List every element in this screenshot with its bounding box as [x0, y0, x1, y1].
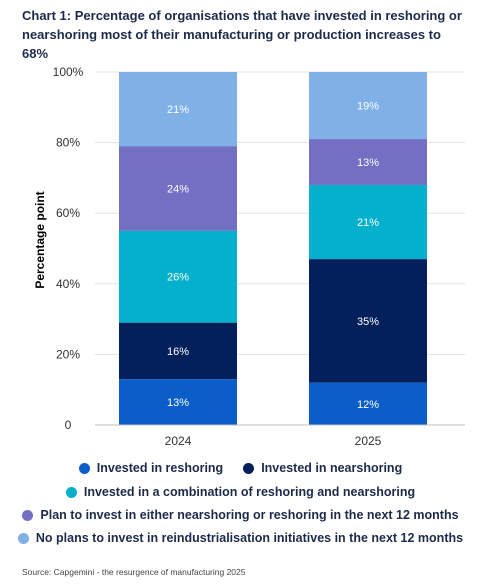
bar-segment	[119, 146, 237, 231]
bar-segment	[309, 382, 427, 425]
bar-segment	[309, 72, 427, 140]
legend-item-combination: Invested in a combination of reshoring a…	[65, 485, 416, 499]
y-axis-label: Percentage point	[33, 191, 47, 288]
x-tick-label: 2025	[355, 434, 382, 448]
stacked-bar-chart: 0 20% 40% 60% 80% 100% 13% 16% 26% 24% 21% 12% 35% 2…	[33, 65, 465, 448]
chart-title: Chart 1: Percentage of organisations tha…	[22, 8, 462, 61]
legend-label: Plan to invest in either nearshoring or …	[40, 508, 459, 522]
legend-item-plan-to-invest: Plan to invest in either nearshoring or …	[22, 508, 459, 522]
legend-swatch	[22, 509, 34, 521]
x-axis: 2024 2025	[95, 424, 465, 448]
legend-row-1: Invested in reshoring Invested in nearsh…	[0, 458, 481, 478]
data-label: 13%	[167, 397, 189, 409]
data-label: 12%	[357, 399, 379, 411]
data-label: 13%	[357, 157, 379, 169]
y-tick-label: 40%	[56, 277, 80, 291]
y-tick-label: 0	[65, 418, 72, 432]
x-tick-label: 2024	[165, 434, 192, 448]
data-label: 35%	[357, 316, 379, 328]
legend-swatch	[78, 462, 90, 474]
bars: 13% 16% 26% 24% 21% 12% 35% 21% 13% 19%	[119, 72, 427, 425]
source-note: Source: Capgemini - the resurgence of ma…	[22, 567, 246, 577]
legend-label: Invested in reshoring	[96, 461, 224, 475]
bar-segment	[119, 230, 237, 323]
y-tick-label: 100%	[53, 65, 84, 79]
data-label: 19%	[357, 101, 379, 113]
data-label: 16%	[167, 346, 189, 358]
bar-segment	[119, 379, 237, 425]
y-tick-label: 60%	[56, 206, 80, 220]
legend-row-2: Invested in a combination of reshoring a…	[0, 482, 481, 502]
data-label: 21%	[357, 217, 379, 229]
y-tick-label: 80%	[56, 136, 80, 150]
bar-segment	[119, 322, 237, 380]
legend-item-nearshoring: Invested in nearshoring	[243, 461, 402, 475]
data-label: 24%	[167, 183, 189, 195]
legend-label: Invested in nearshoring	[261, 461, 403, 475]
legend-swatch	[65, 486, 77, 498]
legend-row-3: Plan to invest in either nearshoring or …	[0, 505, 481, 525]
legend-item-reshoring: Invested in reshoring	[78, 461, 224, 475]
legend-row-4: No plans to invest in reindustrialisatio…	[0, 528, 481, 548]
legend-item-no-plans: No plans to invest in reindustrialisatio…	[17, 531, 464, 545]
bar-segment	[309, 259, 427, 383]
bar-segment	[309, 139, 427, 185]
y-axis: 0 20% 40% 60% 80% 100%	[53, 65, 84, 432]
bar-segment	[119, 72, 237, 147]
data-label: 26%	[167, 272, 189, 284]
legend-label: Invested in a combination of reshoring a…	[83, 485, 416, 499]
bar-segment	[309, 184, 427, 260]
legend-label: No plans to invest in reindustrialisatio…	[35, 531, 464, 545]
legend-swatch	[17, 532, 29, 544]
data-label: 21%	[167, 104, 189, 116]
legend-swatch	[243, 462, 255, 474]
y-tick-label: 20%	[56, 347, 80, 361]
